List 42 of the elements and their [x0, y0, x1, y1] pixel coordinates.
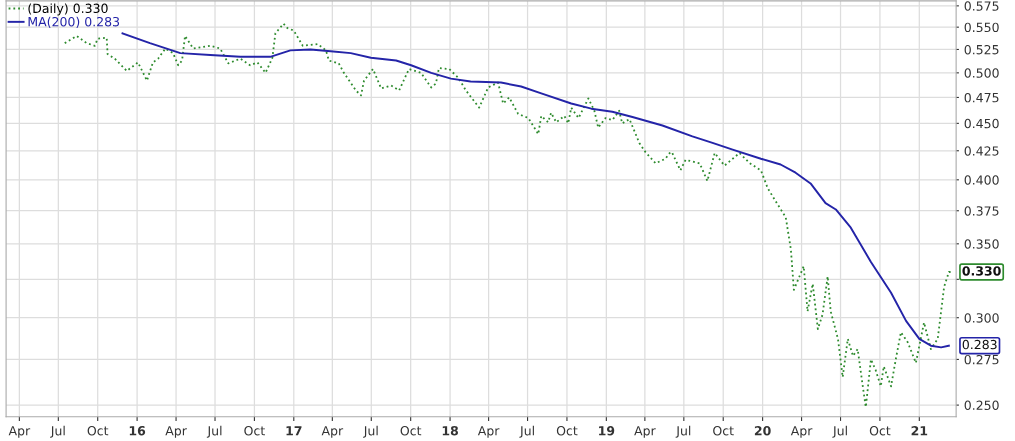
- x-tick-label: Apr: [790, 426, 813, 438]
- legend-label: MA(200) 0.283: [28, 16, 120, 28]
- y-tick-label: 0.275: [964, 354, 999, 365]
- legend-label: (Daily) 0.330: [28, 3, 108, 16]
- y-tick-label: 0.300: [964, 313, 999, 323]
- y-tick-label: 0.550: [964, 22, 999, 33]
- y-tick-label: 0.425: [964, 146, 999, 156]
- x-tick-label: Jul: [363, 425, 378, 438]
- x-tick-label: 16: [129, 426, 146, 436]
- x-tick-label: Jul: [675, 425, 691, 438]
- x-tick-label: Jul: [50, 425, 65, 438]
- y-tick-label: 0.350: [964, 239, 999, 249]
- x-tick-label: 19: [599, 426, 615, 436]
- y-tick-label: 0.475: [964, 92, 999, 103]
- x-tick-label: Jul: [206, 425, 222, 438]
- x-tick-label: 21: [911, 425, 928, 436]
- y-tick-label: 0.525: [964, 44, 999, 55]
- y-tick-label: 0.575: [964, 1, 999, 11]
- x-tick-label: Jul: [519, 425, 534, 438]
- x-tick-label: 20: [754, 425, 771, 436]
- line-series: [121, 32, 950, 349]
- x-tick-label: Apr: [8, 426, 31, 438]
- x-tick-label: Oct: [244, 425, 265, 436]
- y-tick-label: 0.375: [964, 206, 999, 216]
- x-tick-label: Oct: [713, 425, 734, 436]
- annotation: 0.283: [962, 339, 997, 350]
- x-tick-label: 18: [442, 425, 458, 436]
- x-tick-label: Oct: [869, 425, 891, 436]
- y-tick-label: 0.250: [964, 400, 999, 411]
- annotation: 0.330: [962, 266, 1001, 276]
- x-tick-label: Apr: [634, 426, 656, 438]
- x-tick-label: Oct: [556, 425, 578, 436]
- y-tick-label: 0.400: [964, 175, 999, 185]
- x-tick-label: 17: [286, 426, 302, 436]
- x-tick-label: Oct: [400, 425, 422, 436]
- x-tick-label: Apr: [477, 426, 500, 438]
- y-tick-label: 0.500: [964, 68, 999, 78]
- x-tick-label: Jul: [832, 425, 847, 438]
- x-tick-label: Oct: [87, 425, 109, 436]
- y-tick-label: 0.450: [964, 118, 999, 129]
- x-tick-label: Apr: [165, 426, 187, 438]
- x-tick-label: Apr: [321, 426, 344, 438]
